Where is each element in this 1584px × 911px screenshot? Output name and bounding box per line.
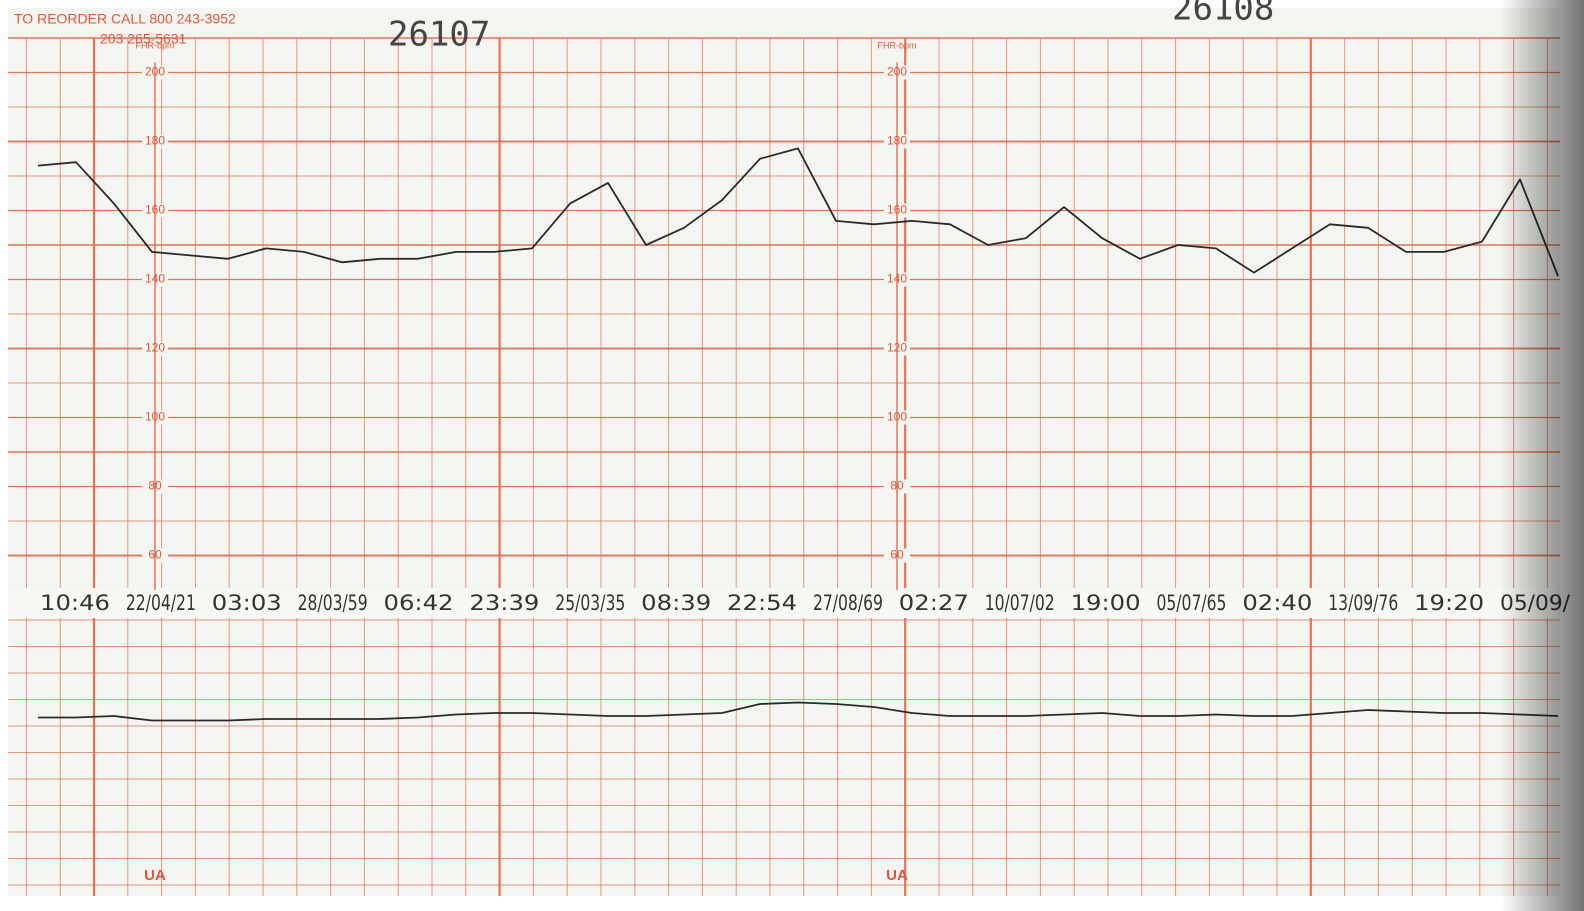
- time-band: [8, 588, 1560, 618]
- time-label: 10:46: [40, 591, 110, 615]
- time-label: 13/09/76: [1328, 591, 1398, 615]
- y-axis-label: FHR-bpm: [135, 40, 174, 50]
- time-label: 19:20: [1414, 591, 1484, 615]
- time-label: 25/03/35: [555, 591, 625, 615]
- time-label: 02:40: [1242, 591, 1312, 615]
- time-label: 19:00: [1071, 591, 1141, 615]
- ua-label: UA: [144, 867, 166, 884]
- time-label: 05/07/65: [1156, 591, 1226, 615]
- time-label: 10/07/02: [985, 591, 1055, 615]
- reorder-text: TO REORDER CALL 800 243-3952: [14, 11, 236, 27]
- trace-line: [37, 147, 1559, 277]
- time-label: 03:03: [212, 591, 282, 615]
- time-label: 28/03/59: [298, 591, 368, 615]
- time-label: 23:39: [469, 591, 539, 615]
- strip-number: 26108: [1172, 0, 1274, 29]
- page-curl-shadow: [1500, 0, 1584, 911]
- trace-line: [38, 701, 1559, 722]
- time-label: 02:27: [899, 591, 969, 615]
- time-label: 08:39: [641, 591, 711, 615]
- phone-text: 203 265-5631: [100, 31, 187, 47]
- ua-label: UA: [886, 867, 908, 884]
- y-axis-label: FHR-bpm: [877, 40, 916, 50]
- time-label: 22:54: [727, 591, 797, 615]
- time-label: 22/04/21: [126, 591, 196, 615]
- time-label: 06:42: [384, 591, 454, 615]
- time-label: 27/08/69: [813, 591, 883, 615]
- strip-number: 26107: [388, 15, 490, 55]
